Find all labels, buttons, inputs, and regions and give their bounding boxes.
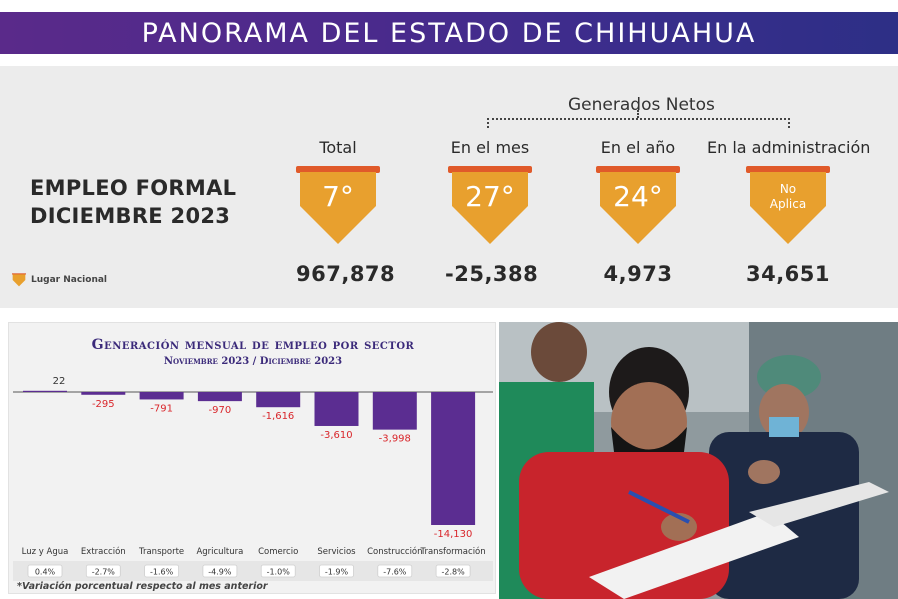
bar-1 xyxy=(23,390,67,392)
bar-5 xyxy=(256,392,301,408)
kpi-month: En el mes 27° -25,388 xyxy=(445,138,539,286)
pct-change-badge xyxy=(435,564,471,578)
pct-change-label: -1.9% xyxy=(325,568,349,577)
bar-7 xyxy=(372,392,417,430)
kpi-year: En el año 24° 4,973 xyxy=(596,138,680,286)
legend: Lugar Nacional xyxy=(12,273,107,287)
sector-chart-panel: Generación mensual de empleo por sector … xyxy=(8,322,496,594)
kpi-rank-line1: No xyxy=(779,182,797,196)
group-bracket xyxy=(487,110,790,128)
title-banner: PANORAMA DEL ESTADO DE CHIHUAHUA xyxy=(0,12,898,54)
category-label: Transformación xyxy=(420,546,486,557)
generated-net-label: Generados Netos xyxy=(568,95,715,115)
category-label: Luz y Agua xyxy=(22,547,69,557)
rank-shield-icon: 27° xyxy=(448,166,532,246)
bar-value-label: -14,130 xyxy=(434,529,473,540)
kpi-rank: 7° xyxy=(322,180,354,213)
chart-subtitle: Noviembre 2023 / Diciembre 2023 xyxy=(163,356,343,367)
category-label: Construcción xyxy=(367,546,422,557)
chart-note: *Variación porcentual respecto al mes an… xyxy=(17,581,268,592)
category-label: Extracción xyxy=(81,546,126,557)
kpi-label: En el mes xyxy=(450,138,530,157)
pct-change-badge xyxy=(319,564,354,578)
kpi-label: En la administración xyxy=(707,138,871,157)
category-label: Servicios xyxy=(317,547,356,557)
employment-title: EMPLEO FORMAL DICIEMBRE 2023 xyxy=(30,174,236,230)
page-title: PANORAMA DEL ESTADO DE CHIHUAHUA xyxy=(141,17,757,49)
bar-4 xyxy=(197,392,242,402)
pct-change-badge xyxy=(27,564,63,578)
kpi-total: Total 7° 967,878 xyxy=(296,138,396,286)
bar-value-label: -3,998 xyxy=(379,434,411,445)
pct-change-badge xyxy=(202,564,238,578)
bar-8 xyxy=(431,392,476,525)
employment-title-line2: DICIEMBRE 2023 xyxy=(30,204,231,228)
bar-value-label: 22 xyxy=(53,376,66,387)
bar-value-label: -791 xyxy=(150,403,173,414)
photo-people-filling-forms xyxy=(499,322,898,599)
pct-change-label: 0.4% xyxy=(35,568,56,577)
pct-change-label: -1.0% xyxy=(267,568,291,577)
bar-3 xyxy=(139,392,184,400)
chart-title: Generación mensual de empleo por sector xyxy=(91,337,415,353)
bar-value-label: -295 xyxy=(92,399,115,410)
rank-shield-icon: 24° xyxy=(596,166,680,246)
kpi-label: Total xyxy=(319,138,357,157)
pct-change-badge xyxy=(377,564,413,578)
legend-label: Lugar Nacional xyxy=(31,275,108,285)
pct-change-label: -2.7% xyxy=(92,568,116,577)
rank-shield-icon xyxy=(12,273,26,287)
pct-change-label: -2.8% xyxy=(441,568,465,577)
category-label: Transporte xyxy=(138,547,184,557)
pct-change-badge xyxy=(260,564,296,578)
kpi-rank-line2: Aplica xyxy=(769,197,807,211)
bar-2 xyxy=(81,392,126,395)
kpi-value: 34,651 xyxy=(745,262,831,286)
category-label: Comercio xyxy=(258,547,298,557)
rank-shield-icon: 7° xyxy=(296,166,380,246)
kpi-value: 4,973 xyxy=(603,262,673,286)
bar-value-label: -970 xyxy=(209,405,232,416)
bar-value-label: -3,610 xyxy=(320,430,352,441)
kpi-administration: En la administración No Aplica 34,651 xyxy=(707,138,871,286)
pct-change-label: -1.6% xyxy=(150,568,174,577)
kpi-label: En el año xyxy=(600,138,676,157)
pct-change-badge xyxy=(85,564,121,578)
kpi-rank: No Aplica xyxy=(746,182,830,212)
pct-change-label: -4.9% xyxy=(208,568,232,577)
kpi-rank: 24° xyxy=(613,180,663,213)
pct-change-label: -7.6% xyxy=(383,568,407,577)
rank-shield-icon: No Aplica xyxy=(746,166,830,246)
kpi-value: 967,878 xyxy=(296,262,396,286)
pct-change-strip xyxy=(13,561,493,581)
bar-value-label: -1,616 xyxy=(262,411,294,422)
kpi-value: -25,388 xyxy=(445,262,539,286)
photo-illustration xyxy=(499,322,898,599)
bar-chart: 22 Luz y Agua -295 Extracción -791 Transporte… xyxy=(13,376,493,581)
kpi-rank: 27° xyxy=(465,180,515,213)
category-label: Agricultura xyxy=(196,547,243,557)
bar-6 xyxy=(314,392,359,426)
employment-title-line1: EMPLEO FORMAL xyxy=(30,176,237,200)
employment-summary-panel: EMPLEO FORMAL DICIEMBRE 2023 Generados N… xyxy=(0,66,898,308)
pct-change-badge xyxy=(144,564,180,578)
